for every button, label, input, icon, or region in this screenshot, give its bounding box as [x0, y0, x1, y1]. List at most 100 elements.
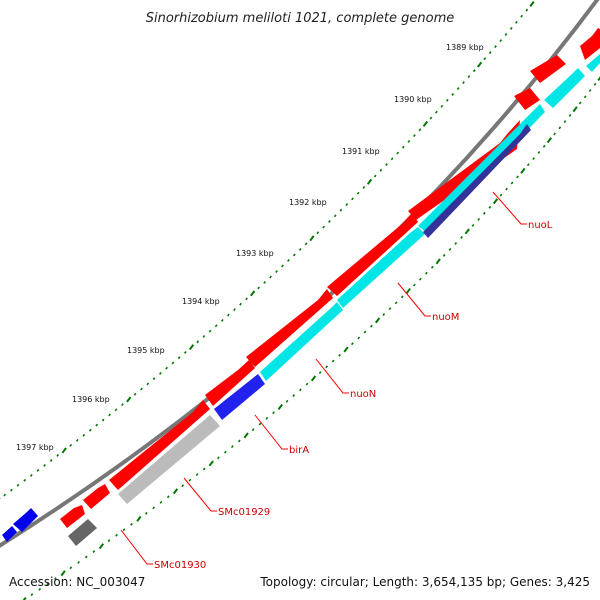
tick-mark: [56, 454, 60, 457]
inner-tick-ring: [22, 76, 600, 600]
tick-mark: [456, 87, 460, 90]
tick-mark: [568, 113, 572, 117]
tick-mark: [460, 235, 463, 239]
tick-mark: [227, 313, 230, 317]
gene-arrow[interactable]: [580, 28, 600, 60]
tick-mark: [331, 359, 335, 363]
tick-mark: [108, 413, 111, 417]
tick-mark: [275, 270, 278, 273]
tick-mark: [316, 231, 320, 235]
tick-mark: [36, 468, 40, 472]
tick-mark: [107, 539, 111, 543]
gene-label-nuoN[interactable]: nuoN: [350, 389, 376, 400]
tick-mark: [310, 375, 317, 382]
gene-arrow[interactable]: [109, 400, 210, 490]
tick-mark: [563, 120, 567, 124]
gene-arrow[interactable]: [514, 88, 540, 110]
gene-label-nuoL[interactable]: nuoL: [528, 220, 553, 231]
cds-segment[interactable]: [260, 302, 343, 381]
tick-mark: [374, 317, 381, 324]
ruler-label: 1396 kbp: [72, 395, 110, 404]
tick-mark: [30, 593, 34, 597]
tick-mark: [22, 596, 27, 600]
tick-mark: [188, 478, 192, 482]
tick-mark: [588, 89, 592, 92]
tick-mark: [233, 308, 236, 312]
gene-arrow[interactable]: [408, 120, 520, 220]
tick-mark: [369, 324, 373, 328]
blue-gene-arrow[interactable]: [2, 526, 17, 542]
cds-segment[interactable]: [586, 54, 600, 72]
gene-arrow[interactable]: [530, 55, 566, 83]
tick-mark: [494, 45, 497, 49]
gene-label-SMc01929[interactable]: SMc01929: [218, 507, 270, 518]
leader-line: [254, 414, 288, 450]
tick-mark: [597, 76, 600, 81]
gene-label-SMc01930[interactable]: SMc01930: [154, 560, 206, 571]
tick-mark: [49, 459, 53, 462]
tick-mark: [188, 344, 195, 351]
tick-mark: [166, 495, 170, 499]
navy-feature[interactable]: [423, 124, 531, 238]
tick-mark: [272, 411, 275, 415]
tick-mark: [510, 181, 514, 185]
birA-gene-selected[interactable]: [214, 374, 265, 420]
tick-mark: [388, 307, 392, 311]
tick-mark: [144, 511, 148, 515]
cds-segment[interactable]: [337, 227, 425, 308]
gene-arrow[interactable]: [60, 505, 85, 528]
tick-mark: [435, 258, 441, 265]
ruler-label: 1391 kbp: [342, 147, 380, 156]
tick-mark: [583, 95, 587, 99]
tick-mark: [159, 500, 163, 504]
tick-mark: [379, 168, 383, 172]
tick-mark: [3, 493, 7, 497]
gene-label-nuoM[interactable]: nuoM: [432, 312, 459, 323]
gene-arrow[interactable]: [205, 360, 255, 406]
genome-backbone: [0, 0, 600, 548]
tick-mark: [413, 283, 416, 287]
tick-mark: [220, 318, 224, 322]
blue-gene-arrow[interactable]: [13, 508, 38, 532]
tick-mark: [75, 438, 79, 442]
tick-mark: [195, 473, 199, 477]
gene-label-birA[interactable]: birA: [289, 445, 309, 456]
tick-mark: [488, 205, 492, 209]
tick-mark: [454, 241, 458, 245]
tick-mark: [287, 259, 290, 262]
gene-arrow[interactable]: [246, 289, 333, 367]
tick-mark: [488, 51, 492, 55]
tick-mark: [400, 295, 404, 299]
ruler-labels: 1389 kbp 1390 kbp 1391 kbp 1392 kbp 1393 kbp…: [16, 43, 484, 452]
tick-mark: [343, 346, 349, 353]
tick-mark: [396, 151, 400, 155]
ruler-label: 1397 kbp: [16, 443, 54, 452]
tick-mark: [140, 387, 143, 391]
cds-features: [260, 54, 600, 381]
tick-mark: [29, 473, 33, 477]
leader-line: [397, 282, 431, 317]
tick-mark: [60, 570, 66, 577]
tick-mark: [520, 14, 524, 18]
tick-mark: [130, 522, 133, 526]
tick-mark: [351, 197, 354, 201]
tick-mark: [504, 33, 508, 36]
ruler-label: 1390 kbp: [394, 95, 432, 104]
tick-mark: [385, 163, 388, 167]
tick-mark: [405, 287, 411, 294]
tick-mark: [208, 460, 214, 467]
tick-mark: [183, 350, 187, 354]
smc01929-feature[interactable]: [118, 415, 220, 504]
tick-mark: [467, 75, 471, 79]
tick-mark: [281, 264, 284, 268]
cds-segment[interactable]: [544, 68, 585, 108]
smc01930-feature[interactable]: [68, 519, 97, 546]
tick-mark: [16, 483, 20, 487]
tick-mark: [390, 157, 394, 161]
gene-arrow[interactable]: [327, 213, 418, 296]
cds-segment[interactable]: [418, 104, 545, 233]
gene-arrow[interactable]: [83, 484, 110, 509]
tick-mark: [373, 174, 377, 178]
tick-mark: [292, 253, 296, 257]
